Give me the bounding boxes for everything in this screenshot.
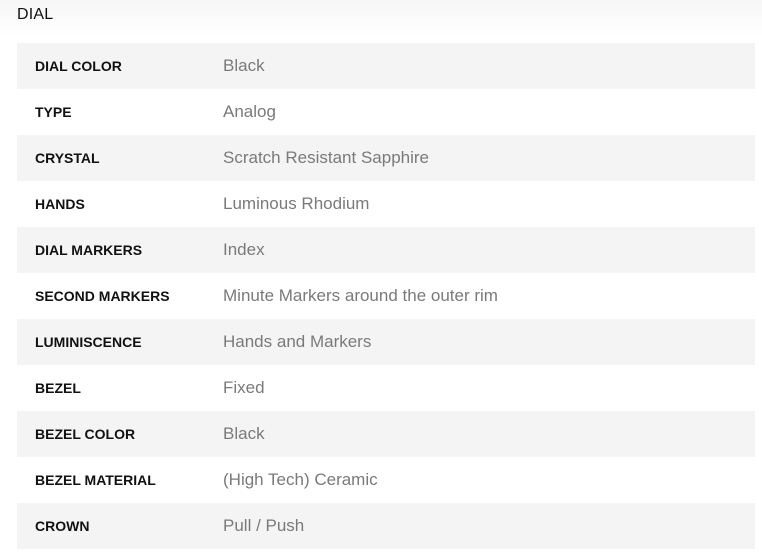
spec-row: DIAL COLOR Black [17,43,755,89]
spec-row: BEZEL COLOR Black [17,411,755,457]
spec-value: Luminous Rhodium [223,194,370,213]
spec-label: SECOND MARKERS [35,288,170,304]
spec-table: DIAL COLOR Black TYPE Analog CRYSTAL Scratch … [17,43,755,549]
spec-value: Scratch Resistant Sapphire [223,148,429,167]
spec-value: Index [223,240,265,259]
spec-row: LUMINISCENCE Hands and Markers [17,319,755,365]
spec-value: Black [223,424,265,443]
spec-value: Minute Markers around the outer rim [223,286,498,305]
spec-row: TYPE Analog [17,89,755,135]
section-header: DIAL [0,0,762,36]
spec-value: Fixed [223,378,265,397]
spec-row: SECOND MARKERS Minute Markers around the … [17,273,755,319]
spec-row: HANDS Luminous Rhodium [17,181,755,227]
spec-value: Black [223,56,265,75]
spec-value: (High Tech) Ceramic [223,470,378,489]
spec-label: BEZEL [35,380,81,396]
spec-label: CRYSTAL [35,150,100,166]
spec-label: BEZEL MATERIAL [35,472,156,488]
spec-row: BEZEL MATERIAL (High Tech) Ceramic [17,457,755,503]
spec-label: LUMINISCENCE [35,334,142,350]
spec-row: DIAL MARKERS Index [17,227,755,273]
spec-row: CRYSTAL Scratch Resistant Sapphire [17,135,755,181]
spec-label: DIAL MARKERS [35,242,143,258]
spec-row: CROWN Pull / Push [17,503,755,549]
spec-label: DIAL COLOR [35,58,122,74]
section-title: DIAL [17,6,54,23]
spec-label: BEZEL COLOR [35,426,136,442]
spec-row: BEZEL Fixed [17,365,755,411]
spec-label: CROWN [35,518,90,534]
spec-value: Analog [223,102,276,121]
spec-value: Hands and Markers [223,332,372,351]
spec-label: TYPE [35,104,72,120]
spec-value: Pull / Push [223,516,305,535]
spec-label: HANDS [35,196,85,212]
